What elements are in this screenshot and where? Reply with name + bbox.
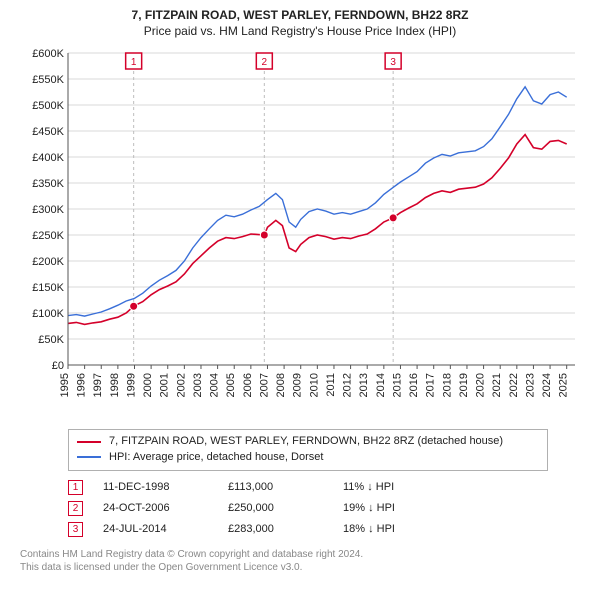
transaction-price-2: £250,000 [228,498,343,519]
transaction-delta-3: 18% ↓ HPI [343,519,453,540]
svg-text:£500K: £500K [32,100,64,112]
transaction-date-3: 24-JUL-2014 [103,519,228,540]
svg-text:2024: 2024 [541,373,553,397]
svg-text:£600K: £600K [32,48,64,60]
svg-text:2009: 2009 [292,373,304,397]
transactions-table: 1 11-DEC-1998 £113,000 11% ↓ HPI 2 24-OC… [68,477,548,540]
svg-text:£550K: £550K [32,74,64,86]
svg-text:2007: 2007 [258,373,270,397]
svg-text:2020: 2020 [475,373,487,397]
footer-line-1: Contains HM Land Registry data © Crown c… [20,548,580,562]
transaction-date-1: 11-DEC-1998 [103,477,228,498]
svg-text:£450K: £450K [32,126,64,138]
svg-text:2017: 2017 [425,373,437,397]
svg-text:2022: 2022 [508,373,520,397]
legend-item-price-paid: 7, FITZPAIN ROAD, WEST PARLEY, FERNDOWN,… [77,434,539,449]
svg-text:£150K: £150K [32,282,64,294]
svg-text:1995: 1995 [59,373,71,397]
svg-text:2015: 2015 [391,373,403,397]
svg-text:2023: 2023 [524,373,536,397]
transaction-row-1: 1 11-DEC-1998 £113,000 11% ↓ HPI [68,477,548,498]
svg-text:2016: 2016 [408,373,420,397]
svg-text:3: 3 [390,57,396,68]
transaction-price-3: £283,000 [228,519,343,540]
svg-text:2021: 2021 [491,373,503,397]
svg-text:1997: 1997 [92,373,104,397]
transaction-marker-1: 1 [68,480,83,495]
transaction-marker-3: 3 [68,522,83,537]
svg-text:2014: 2014 [375,373,387,397]
svg-text:2013: 2013 [358,373,370,397]
svg-text:2003: 2003 [192,373,204,397]
svg-text:1999: 1999 [125,373,137,397]
svg-text:2004: 2004 [209,373,221,397]
legend: 7, FITZPAIN ROAD, WEST PARLEY, FERNDOWN,… [68,429,548,471]
chart-title-line1: 7, FITZPAIN ROAD, WEST PARLEY, FERNDOWN,… [10,8,590,24]
transaction-row-3: 3 24-JUL-2014 £283,000 18% ↓ HPI [68,519,548,540]
svg-text:£200K: £200K [32,256,64,268]
svg-text:2002: 2002 [175,373,187,397]
footer-line-2: This data is licensed under the Open Gov… [20,561,580,575]
svg-text:2005: 2005 [225,373,237,397]
transaction-delta-2: 19% ↓ HPI [343,498,453,519]
svg-text:2008: 2008 [275,373,287,397]
legend-label-price-paid: 7, FITZPAIN ROAD, WEST PARLEY, FERNDOWN,… [109,434,503,449]
svg-text:2001: 2001 [159,373,171,397]
footer: Contains HM Land Registry data © Crown c… [20,548,580,575]
legend-label-hpi: HPI: Average price, detached house, Dors… [109,450,323,465]
svg-text:2010: 2010 [308,373,320,397]
svg-text:2012: 2012 [342,373,354,397]
svg-text:2011: 2011 [325,373,337,397]
chart-title-line2: Price paid vs. HM Land Registry's House … [10,24,590,40]
legend-swatch-hpi [77,456,101,458]
svg-text:2019: 2019 [458,373,470,397]
transaction-marker-2: 2 [68,501,83,516]
svg-text:£100K: £100K [32,308,64,320]
svg-text:£250K: £250K [32,230,64,242]
chart-container: 7, FITZPAIN ROAD, WEST PARLEY, FERNDOWN,… [0,0,600,590]
chart-svg: £0 £50K £100K £150K £200K £250K £300K £350K £400… [20,43,580,423]
svg-text:2: 2 [262,57,268,68]
svg-text:£300K: £300K [32,204,64,216]
svg-text:2000: 2000 [142,373,154,397]
svg-text:2025: 2025 [558,373,570,397]
transaction-delta-1: 11% ↓ HPI [343,477,453,498]
svg-text:1: 1 [131,57,137,68]
legend-item-hpi: HPI: Average price, detached house, Dors… [77,450,539,465]
svg-text:1996: 1996 [76,373,88,397]
transaction-price-1: £113,000 [228,477,343,498]
svg-text:2006: 2006 [242,373,254,397]
transaction-date-2: 24-OCT-2006 [103,498,228,519]
chart-plot-area: £0 £50K £100K £150K £200K £250K £300K £350K £400… [20,43,580,423]
svg-text:£50K: £50K [38,334,64,346]
svg-text:2018: 2018 [441,373,453,397]
svg-text:1998: 1998 [109,373,121,397]
svg-text:£0: £0 [52,360,64,372]
transaction-row-2: 2 24-OCT-2006 £250,000 19% ↓ HPI [68,498,548,519]
legend-swatch-price-paid [77,441,101,443]
svg-text:£350K: £350K [32,178,64,190]
svg-text:£400K: £400K [32,152,64,164]
